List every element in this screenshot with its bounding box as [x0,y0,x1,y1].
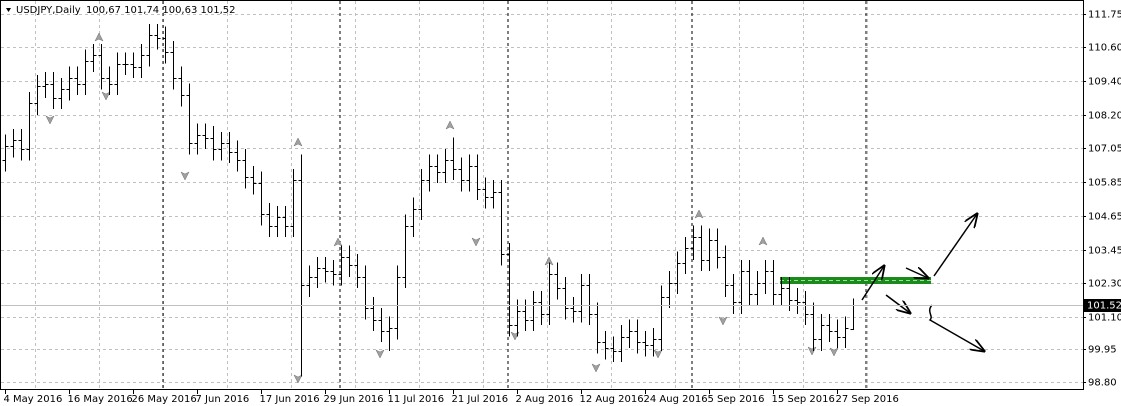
y-tick-label: 105.85 [1088,178,1121,189]
drawn-arrows [861,214,984,351]
bars [2,23,857,377]
y-tick-label: 98.80 [1088,378,1117,389]
fractal-up [293,137,303,147]
fractal-down [829,347,839,357]
x-tick-label: 17 Jun 2016 [260,394,320,405]
fractal-up [333,237,343,247]
y-tick-label: 103.45 [1088,246,1121,257]
arrow [933,214,977,277]
x-tick-label: 26 May 2016 [132,394,197,405]
fractal-down [180,171,190,181]
level-zone [780,277,931,284]
x-tick-label: 27 Sep 2016 [836,394,899,405]
fractal-down [471,237,481,247]
fractals [45,32,839,384]
y-tick-label: 101.10 [1088,313,1121,324]
fractal-down [653,349,663,359]
x-tick-label: 4 May 2016 [4,394,63,405]
fractal-up [445,120,455,130]
y-tick-label: 99.95 [1088,345,1117,356]
fractal-down [591,363,601,373]
arrow [861,266,884,301]
x-tick-label: 15 Sep 2016 [772,394,835,405]
x-tick-label: 5 Sep 2016 [708,394,765,405]
x-tick-label: 7 Jun 2016 [196,394,250,405]
x-tick-label: 21 Jul 2016 [452,394,509,405]
fractal-up [694,209,704,219]
y-tick-label: 109.40 [1088,77,1121,88]
y-tick-label: 110.60 [1088,43,1121,54]
x-tick-label: 2 Aug 2016 [516,394,574,405]
fractal-down [45,115,55,125]
symbol-icon [6,8,11,12]
ohlc-label: 100,67 101,74 100,63 101,52 [86,5,236,16]
fractal-up [94,32,104,42]
fractal-down [101,91,111,101]
x-tick-label: 11 Jul 2016 [388,394,445,405]
fractal-down [718,316,728,326]
y-tick-label: 111.75 [1088,10,1121,21]
chart-title: USDJPY,Daily [16,5,81,16]
x-tick-label: 12 Aug 2016 [580,394,644,405]
x-tick-label: 29 Jun 2016 [324,394,384,405]
last-price-label: 101.52 [1087,301,1121,312]
arrow [885,294,910,313]
period-separators [162,1,867,389]
x-tick-label: 16 May 2016 [68,394,133,405]
arrow [928,304,984,351]
last-price-box [1084,299,1121,312]
arrow [905,268,928,278]
fractal-down [293,374,303,384]
y-tick-label: 107.05 [1088,144,1121,155]
y-tick-label: 104.65 [1088,212,1121,223]
y-tick-label: 108.20 [1088,111,1121,122]
x-tick-label: 24 Aug 2016 [644,394,708,405]
y-tick-label: 102.30 [1088,279,1121,290]
fractal-up [758,236,768,246]
fractal-down [375,349,385,359]
